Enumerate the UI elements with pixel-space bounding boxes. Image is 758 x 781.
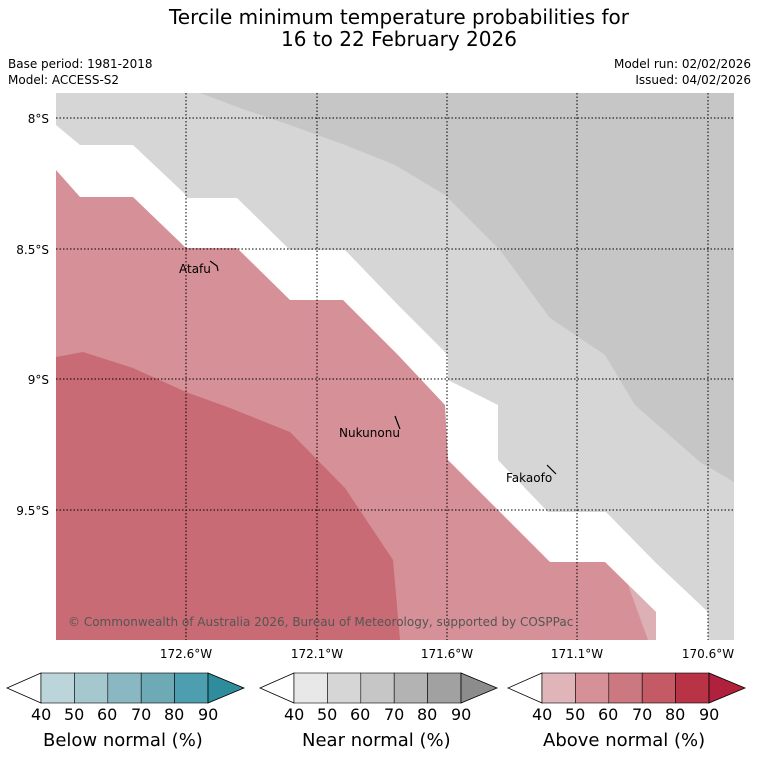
lon-label-171-6w: 171.6°W bbox=[421, 647, 473, 661]
meta-left: Base period: 1981-2018 Model: ACCESS-S2 bbox=[8, 56, 153, 88]
near-tick-40: 40 bbox=[284, 705, 305, 724]
probability-shading bbox=[56, 93, 734, 640]
above-colorbar-segment bbox=[541, 672, 576, 704]
below-tick-50: 50 bbox=[64, 705, 85, 724]
below-colorbar-segment bbox=[74, 672, 109, 704]
lon-label-171-1w: 171.1°W bbox=[551, 647, 603, 661]
lat-label-8-5s: 8.5°S bbox=[16, 243, 49, 257]
near-tick-50: 50 bbox=[317, 705, 338, 724]
atafu-outline bbox=[209, 260, 219, 272]
above-colorbar-segment bbox=[675, 672, 710, 704]
near-tick-90: 90 bbox=[451, 705, 472, 724]
below-colorbar-max-extend bbox=[207, 672, 246, 704]
above-normal-legend-title: Above normal (%) bbox=[543, 730, 706, 751]
below-colorbar-segment bbox=[107, 672, 142, 704]
lon-label-172-6w: 172.6°W bbox=[160, 647, 212, 661]
copyright-notice: © Commonwealth of Australia 2026, Bureau… bbox=[68, 615, 573, 629]
map-title: Tercile minimum temperature probabilitie… bbox=[0, 6, 758, 50]
model-run-label: Model run: 02/02/2026 bbox=[613, 57, 751, 71]
above-colorbar-max-extend bbox=[708, 672, 747, 704]
islands bbox=[209, 260, 557, 475]
lon-label-172-1w: 172.1°W bbox=[291, 647, 343, 661]
above-normal-40-region bbox=[628, 585, 656, 640]
nukunonu-outline bbox=[394, 415, 401, 430]
above-colorbar-segment bbox=[575, 672, 610, 704]
place-label-nukunonu: Nukunonu bbox=[339, 426, 400, 440]
above-tick-60: 60 bbox=[598, 705, 619, 724]
below-tick-90: 90 bbox=[198, 705, 219, 724]
near-colorbar-segment bbox=[327, 672, 362, 704]
above-tick-70: 70 bbox=[632, 705, 653, 724]
near-normal-ticks: 40 50 60 70 80 90 bbox=[259, 705, 499, 725]
place-label-atafu: Atafu bbox=[179, 262, 211, 276]
near-colorbar-segment bbox=[393, 672, 428, 704]
below-tick-70: 70 bbox=[131, 705, 152, 724]
title-line-1: Tercile minimum temperature probabilitie… bbox=[168, 5, 630, 29]
lat-label-8s: 8°S bbox=[28, 112, 49, 126]
near-colorbar-segment bbox=[293, 672, 328, 704]
near-tick-60: 60 bbox=[350, 705, 371, 724]
below-normal-ticks: 40 50 60 70 80 90 bbox=[6, 705, 246, 725]
lon-labels: 172.6°W 172.1°W 171.6°W 171.1°W 170.6°W bbox=[160, 647, 734, 661]
below-colorbar-segment bbox=[40, 672, 75, 704]
lat-labels: 8°S 8.5°S 9°S 9.5°S bbox=[16, 112, 49, 518]
map-canvas: 8°S 8.5°S 9°S 9.5°S 172.6°W 172.1°W 171.… bbox=[16, 93, 734, 661]
issued-label: Issued: 04/02/2026 bbox=[635, 73, 751, 87]
base-period-label: Base period: 1981-2018 bbox=[8, 57, 153, 71]
below-colorbar-min-extend bbox=[6, 672, 42, 704]
near-tick-80: 80 bbox=[417, 705, 438, 724]
place-label-fakaofo: Fakaofo bbox=[506, 471, 552, 485]
above-normal-60-region bbox=[56, 352, 400, 640]
above-tick-50: 50 bbox=[565, 705, 586, 724]
below-colorbar-segment bbox=[174, 672, 209, 704]
near-colorbar-min-extend bbox=[259, 672, 295, 704]
meta-right: Model run: 02/02/2026 Issued: 04/02/2026 bbox=[614, 56, 751, 88]
above-tick-90: 90 bbox=[699, 705, 720, 724]
gridlines bbox=[56, 93, 734, 640]
model-label: Model: ACCESS-S2 bbox=[8, 73, 120, 87]
below-colorbar-segment bbox=[140, 672, 175, 704]
near-normal-legend-title: Near normal (%) bbox=[302, 730, 451, 751]
above-tick-80: 80 bbox=[665, 705, 686, 724]
below-normal-colorbar bbox=[6, 672, 246, 704]
place-labels: Atafu Nukunonu Fakaofo bbox=[179, 262, 552, 485]
below-tick-60: 60 bbox=[97, 705, 118, 724]
fakaofo-outline bbox=[546, 464, 557, 475]
above-colorbar-min-extend bbox=[507, 672, 543, 704]
lon-label-170-6w: 170.6°W bbox=[682, 647, 734, 661]
lat-label-9-5s: 9.5°S bbox=[16, 504, 49, 518]
above-colorbar-segment bbox=[608, 672, 643, 704]
near-normal-colorbar bbox=[259, 672, 499, 704]
near-colorbar-segment bbox=[360, 672, 395, 704]
title-line-2: 16 to 22 February 2026 bbox=[281, 27, 517, 51]
below-normal-legend-title: Below normal (%) bbox=[43, 730, 203, 751]
above-normal-ticks: 40 50 60 70 80 90 bbox=[507, 705, 747, 725]
below-tick-80: 80 bbox=[164, 705, 185, 724]
below-tick-40: 40 bbox=[31, 705, 52, 724]
above-colorbar-segment bbox=[641, 672, 676, 704]
lat-label-9s: 9°S bbox=[28, 373, 49, 387]
above-normal-colorbar bbox=[507, 672, 747, 704]
near-normal-60-region bbox=[200, 93, 734, 482]
above-tick-40: 40 bbox=[532, 705, 553, 724]
near-colorbar-segment bbox=[427, 672, 462, 704]
near-tick-70: 70 bbox=[384, 705, 405, 724]
near-colorbar-max-extend bbox=[460, 672, 499, 704]
